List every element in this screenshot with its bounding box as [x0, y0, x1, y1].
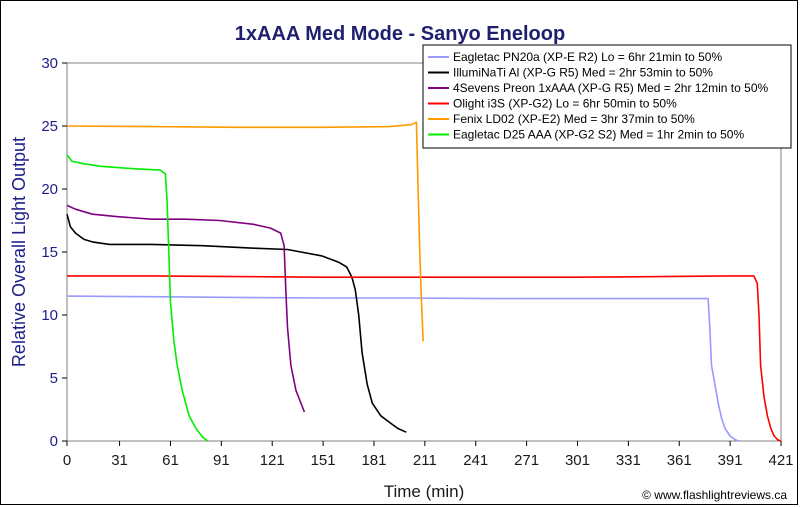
- series-line-1: [66, 295, 739, 442]
- x-tick-label: 0: [63, 452, 71, 469]
- legend-label: Eagletac D25 AAA (XP-G2 S2) Med = 1hr 2m…: [453, 128, 744, 142]
- x-tick-label: 61: [162, 452, 179, 469]
- x-tick-label: 361: [667, 452, 692, 469]
- legend-label: Olight i3S (XP-G2) Lo = 6hr 50min to 50%: [453, 97, 677, 111]
- x-tick-label: 301: [565, 452, 590, 469]
- y-axis: 0 5 10 15 20 25 30: [41, 55, 67, 450]
- x-tick-label: 211: [413, 452, 437, 469]
- y-tick-label: 30: [41, 55, 58, 72]
- chart-title: 1xAAA Med Mode - Sanyo Eneloop: [235, 23, 565, 45]
- series-line-3: [66, 204, 306, 413]
- x-axis-title: Time (min): [384, 482, 465, 501]
- legend-label: 4Sevens Preon 1xAAA (XP-G R5) Med = 2hr …: [453, 81, 768, 95]
- series-line-4: [67, 275, 782, 442]
- legend-label: Fenix LD02 (XP-E2) Med = 3hr 37min to 50…: [453, 112, 695, 126]
- x-tick-label: 151: [311, 452, 336, 469]
- series-line-5: [66, 121, 424, 342]
- x-tick-label: 331: [616, 452, 641, 469]
- x-tick-label: 241: [463, 452, 488, 469]
- x-tick-label: 271: [514, 452, 539, 469]
- y-tick-label: 15: [41, 244, 58, 261]
- x-tick-label: 181: [361, 452, 386, 469]
- series-line-6: [66, 154, 209, 442]
- legend-box: [422, 44, 792, 149]
- legend-label: Eagletac PN20a (XP-E R2) Lo = 6hr 21min …: [453, 50, 722, 64]
- x-tick-label: 31: [111, 452, 128, 469]
- series-group: [66, 121, 782, 442]
- y-tick-label: 25: [41, 118, 58, 135]
- x-tick-label: 91: [213, 452, 230, 469]
- y-tick-label: 0: [50, 433, 58, 450]
- x-tick-label: 391: [718, 452, 743, 469]
- y-tick-label: 5: [50, 370, 58, 387]
- x-axis: 0 31 61 91 121 151 181 211 241 271 301 331 361 391 421: [63, 441, 794, 469]
- y-tick-label: 20: [41, 181, 58, 198]
- legend-label: IllumiNaTi Al (XP-G R5) Med = 2hr 53min …: [453, 66, 713, 80]
- series-line-2: [66, 213, 407, 433]
- x-tick-label: 421: [768, 452, 793, 469]
- legend: Eagletac PN20a (XP-E R2) Lo = 6hr 21min …: [422, 44, 792, 149]
- x-tick-label: 121: [260, 452, 285, 469]
- y-axis-title: Relative Overall Light Output: [9, 137, 29, 367]
- y-tick-label: 10: [41, 307, 58, 324]
- credit-text: © www.flashlightreviews.ca: [642, 488, 787, 502]
